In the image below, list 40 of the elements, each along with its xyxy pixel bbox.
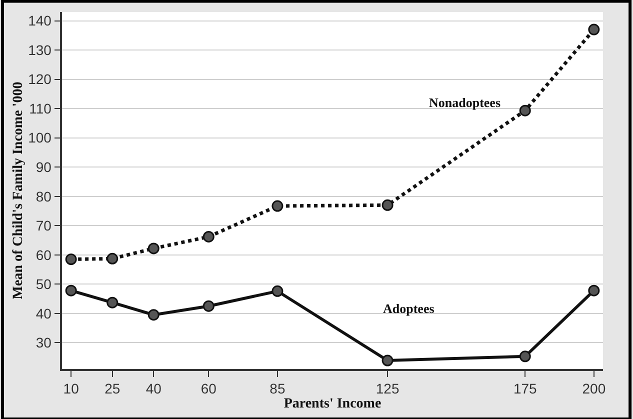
point — [519, 104, 531, 116]
x-tick-label: 25 — [104, 380, 120, 397]
point — [148, 309, 160, 321]
point — [202, 230, 214, 242]
point — [65, 254, 77, 266]
series-label: Nonadoptees — [429, 95, 501, 110]
point — [106, 296, 118, 308]
y-tick-label: 140 — [28, 12, 52, 29]
point — [272, 285, 284, 297]
point — [588, 284, 600, 296]
point — [65, 284, 77, 296]
y-tick-label: 110 — [29, 100, 52, 116]
point — [106, 252, 118, 264]
x-tick-label: 125 — [376, 380, 400, 397]
point — [519, 350, 531, 362]
x-tick-label: 175 — [513, 380, 538, 397]
x-tick-label: 40 — [146, 380, 162, 397]
point — [588, 24, 600, 36]
y-tick-label: 70 — [36, 218, 52, 234]
x-axis-title: Parents' Income — [284, 396, 382, 412]
y-tick-label: 50 — [36, 276, 52, 292]
y-tick-label: 80 — [36, 188, 52, 204]
y-tick-label: 40 — [36, 305, 52, 322]
point — [272, 200, 284, 212]
y-tick-label: 130 — [28, 42, 52, 58]
text: Adoptees — [383, 301, 434, 316]
x-tick-label: 60 — [200, 380, 217, 397]
point — [382, 354, 394, 366]
y-axis-title: Mean of Child's Family Income '000 — [11, 82, 26, 300]
x-tick-label: 10 — [63, 380, 80, 397]
point — [382, 199, 394, 211]
x-tick-label: 200 — [582, 380, 606, 397]
y-tick-label: 120 — [28, 71, 52, 88]
y-tick-label: 100 — [28, 130, 52, 146]
y-tick-label: 60 — [36, 246, 52, 263]
point — [148, 242, 160, 254]
point — [202, 300, 214, 312]
y-tick-label: 90 — [36, 158, 52, 175]
x-tick-label: 85 — [270, 380, 286, 397]
y-tick-label: 30 — [36, 334, 52, 351]
